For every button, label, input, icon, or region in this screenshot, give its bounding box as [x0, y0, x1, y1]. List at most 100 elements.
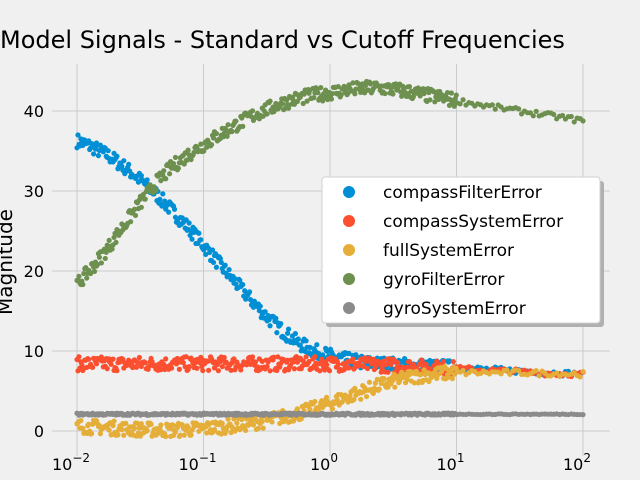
data-point [329, 406, 336, 412]
data-point [350, 80, 356, 86]
data-point [243, 296, 249, 302]
data-point [225, 416, 231, 422]
legend-marker [343, 244, 355, 256]
data-point [264, 111, 270, 117]
data-point [218, 259, 224, 266]
data-point [200, 367, 206, 374]
data-point [440, 359, 447, 365]
data-point [376, 386, 382, 392]
data-point [169, 422, 176, 428]
data-point [119, 163, 125, 169]
x-tick-labels: 10−2 10−1 100 101 102 [52, 451, 591, 474]
data-point [102, 255, 108, 262]
data-point [131, 206, 138, 212]
series-fullSystemError [74, 363, 586, 440]
data-point [293, 354, 299, 360]
data-point [427, 97, 433, 103]
data-point [97, 142, 103, 148]
data-point [168, 365, 175, 371]
data-point [132, 212, 139, 219]
legend-label: gyroSystemError [383, 299, 526, 319]
data-point [318, 85, 324, 91]
data-point [146, 363, 152, 369]
data-point [153, 187, 159, 193]
data-point [196, 428, 202, 434]
data-point [504, 367, 510, 373]
data-point [328, 96, 335, 102]
data-point [106, 237, 112, 243]
data-point [97, 431, 103, 437]
data-point [260, 425, 266, 431]
data-point [307, 344, 313, 351]
data-point [410, 361, 416, 368]
data-point [507, 371, 513, 377]
data-point [421, 367, 427, 373]
data-point [126, 161, 132, 167]
data-point [228, 367, 234, 373]
data-point [419, 358, 425, 364]
data-point [175, 165, 181, 171]
data-point [128, 219, 134, 225]
data-point [121, 432, 127, 438]
data-point [571, 119, 577, 125]
data-point [533, 368, 539, 374]
data-point [350, 356, 356, 362]
data-point [257, 303, 263, 309]
data-point [157, 196, 163, 202]
data-point [104, 366, 110, 372]
data-point [115, 432, 121, 438]
data-point [285, 326, 292, 332]
data-point [75, 132, 81, 138]
data-point [158, 422, 164, 428]
data-point [163, 433, 169, 440]
data-point [382, 90, 388, 97]
data-point [397, 378, 403, 384]
data-point [291, 366, 298, 372]
data-point [323, 394, 330, 400]
data-point [533, 108, 539, 114]
data-point [80, 425, 86, 431]
data-point [385, 369, 391, 375]
data-point [554, 370, 560, 376]
data-point [311, 95, 317, 101]
y-tick-labels: 0 10 20 30 40 [24, 102, 44, 441]
data-point [213, 130, 220, 137]
data-point [113, 239, 119, 245]
data-point [264, 363, 270, 370]
legend-box [321, 176, 601, 324]
data-point [398, 89, 404, 95]
data-point [138, 173, 144, 179]
data-point [445, 374, 452, 380]
data-point [206, 367, 212, 373]
data-point [136, 354, 142, 361]
data-point [209, 247, 216, 253]
data-point [203, 251, 209, 258]
data-point [577, 374, 583, 380]
data-point [453, 92, 459, 98]
legend-entries: compassFilterError compassSystemError full… [343, 183, 563, 319]
data-point [95, 153, 102, 159]
data-point [404, 364, 411, 370]
data-point [383, 361, 389, 368]
data-point [142, 196, 148, 202]
data-point [362, 82, 369, 89]
data-point [206, 422, 212, 428]
data-point [252, 359, 259, 365]
data-point [237, 277, 243, 283]
data-point [78, 417, 84, 424]
data-point [84, 275, 90, 281]
data-point [160, 191, 166, 197]
data-point [172, 154, 179, 160]
legend-label: fullSystemError [383, 241, 514, 261]
data-point [449, 376, 455, 382]
data-point [110, 423, 116, 429]
data-point [315, 90, 321, 96]
data-point [194, 365, 200, 371]
data-point [516, 367, 522, 374]
data-point [259, 358, 265, 364]
data-point [492, 106, 498, 112]
data-point [352, 91, 358, 97]
y-tick-label: 20 [24, 262, 44, 281]
data-point [76, 273, 82, 279]
data-point [196, 230, 202, 236]
